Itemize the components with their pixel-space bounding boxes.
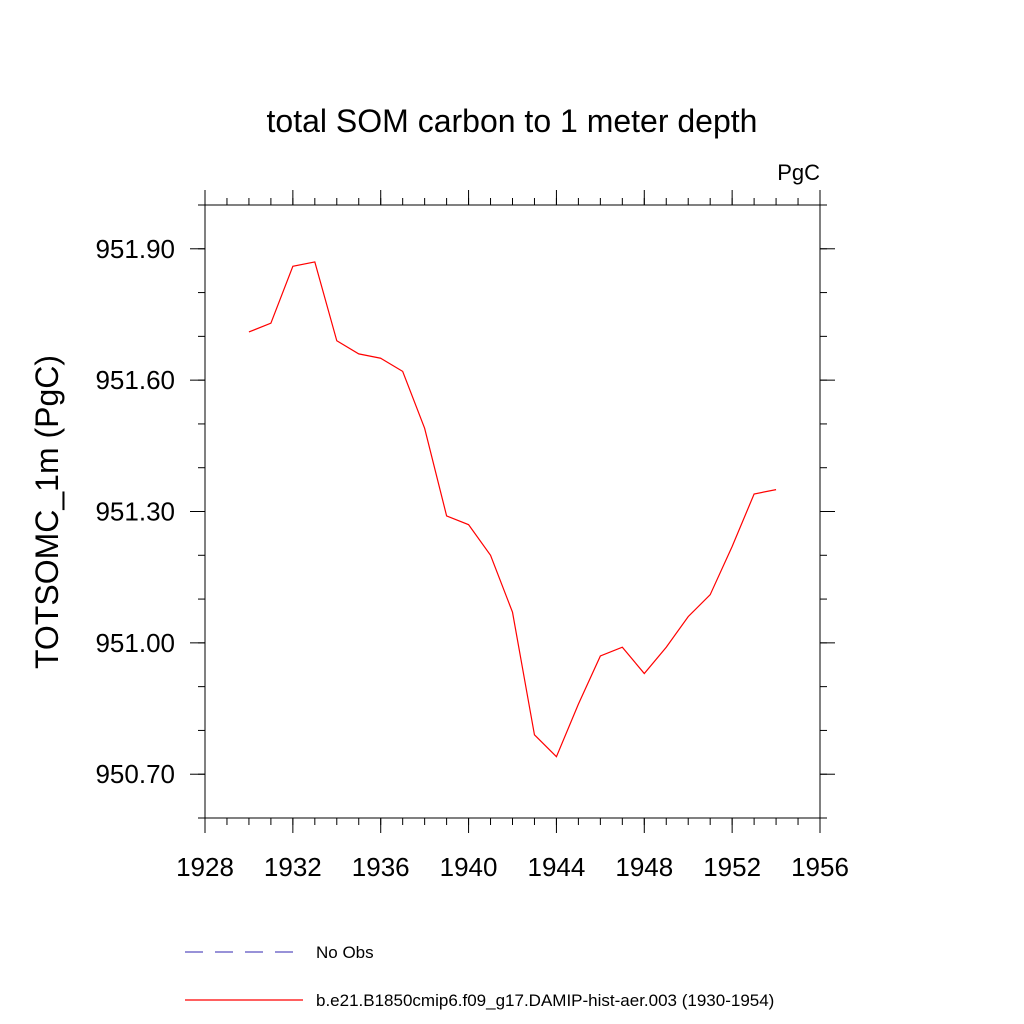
legend-label: b.e21.B1850cmip6.f09_g17.DAMIP-hist-aer.… [316,991,774,1010]
x-tick-label: 1936 [352,852,410,882]
y-tick-label: 951.60 [95,365,175,395]
series-lines [248,261,777,758]
x-tick-label: 1948 [615,852,673,882]
x-tick-label: 1952 [703,852,761,882]
x-tick-label: 1940 [440,852,498,882]
x-tick-label: 1932 [264,852,322,882]
axis-ticks [190,190,835,833]
y-tick-labels: 950.70 951.00 951.30 951.60 951.90 [95,234,175,789]
x-tick-label: 1956 [791,852,849,882]
y-tick-label: 951.90 [95,234,175,264]
plot-frame [204,204,821,819]
y-axis-label: TOTSOMC_1m (PgC) [29,355,65,669]
y-tick-label: 951.00 [95,628,175,658]
y-tick-label: 950.70 [95,759,175,789]
x-tick-label: 1928 [176,852,234,882]
legend: No Obs b.e21.B1850cmip6.f09_g17.DAMIP-his… [185,943,774,1010]
x-tick-label: 1944 [528,852,586,882]
y-tick-label: 951.30 [95,497,175,527]
x-tick-labels: 1928 1932 1936 1940 1944 1948 1952 1956 [176,852,849,882]
units-label: PgC [777,160,820,185]
legend-label: No Obs [316,943,374,962]
chart-title: total SOM carbon to 1 meter depth [267,103,758,139]
series-line [248,261,777,758]
